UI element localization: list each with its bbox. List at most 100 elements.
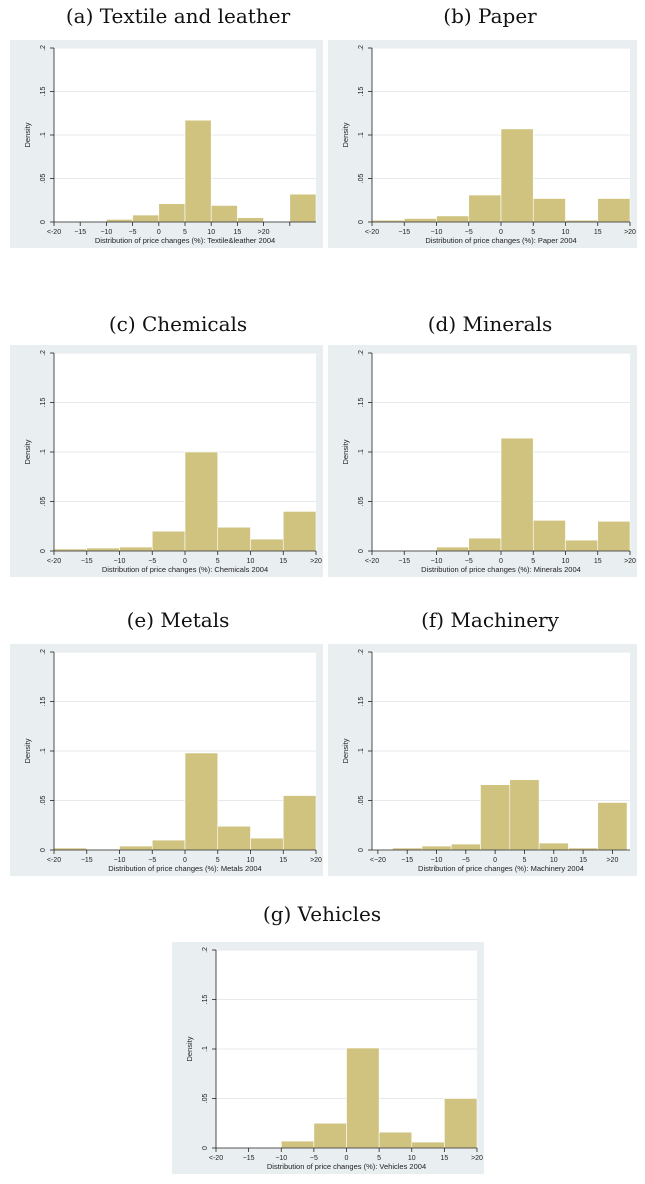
- histogram-bar: [289, 193, 317, 223]
- x-tick-label: >20: [471, 1155, 483, 1162]
- x-axis-title: Distribution of price changes (%): Paper…: [425, 236, 576, 245]
- histogram-bar: [151, 839, 186, 851]
- histogram-bar: [468, 194, 502, 223]
- y-tick-label: 0: [40, 220, 47, 224]
- histogram-bar: [119, 546, 153, 552]
- x-tick-label: −15: [398, 558, 410, 565]
- x-tick-label: <-20: [365, 229, 379, 236]
- x-tick-label: >20: [606, 857, 618, 864]
- x-tick-label: −10: [275, 1155, 287, 1162]
- histogram-bar: [280, 1140, 315, 1149]
- y-tick-label: .2: [358, 649, 365, 655]
- x-tick-label: <-20: [47, 229, 61, 236]
- x-tick-label: 5: [216, 558, 220, 565]
- chart-caption: (a) Textile and leather: [65, 4, 291, 28]
- y-tick-label: .15: [40, 697, 47, 707]
- histogram-svg: 0 .05 .1 .15 .2 <-20 −15 −10 −5 0 5 10 15 >20 Density D…: [172, 942, 484, 1174]
- y-tick-label: .15: [358, 398, 365, 408]
- x-tick-label: 10: [408, 1155, 416, 1162]
- histogram-bar: [184, 451, 219, 552]
- chart-caption: (g) Vehicles: [262, 902, 382, 926]
- y-tick-label: .1: [40, 132, 47, 138]
- histogram-bar: [538, 842, 569, 851]
- y-axis-title: Density: [23, 439, 32, 464]
- y-tick-label: 0: [358, 220, 365, 224]
- histogram-bar: [436, 546, 470, 552]
- histogram-bar: [346, 1047, 380, 1149]
- x-tick-label: 0: [183, 857, 187, 864]
- histogram-bar: [217, 825, 251, 851]
- histogram-bar: [210, 205, 238, 223]
- chart-caption: (e) Metals: [126, 608, 230, 632]
- histogram-bar: [158, 203, 186, 223]
- x-tick-label: <-20: [365, 558, 379, 565]
- y-tick-label: .05: [358, 497, 365, 507]
- histogram-bar: [86, 547, 120, 552]
- x-tick-label: −15: [81, 857, 93, 864]
- histogram-bar: [282, 511, 317, 552]
- x-tick-label: <-20: [209, 1155, 223, 1162]
- y-axis-title: Density: [341, 439, 350, 464]
- histogram-svg: 0 .05 .1 .15 .2 <-20 −15 −10 −5 0 5 10 15 >20 Density D…: [10, 644, 323, 876]
- x-tick-label: 10: [550, 857, 558, 864]
- y-tick-label: .15: [40, 398, 47, 408]
- x-tick-label: 15: [279, 558, 287, 565]
- histogram-bar: [436, 215, 470, 223]
- histogram-svg: 0 .05 .1 .15 .2 <-20 −15 −10 −5 0 5 10 15 >20 Density D…: [328, 40, 637, 248]
- x-axis-title: Distribution of price changes (%): Chemi…: [102, 565, 268, 574]
- x-tick-label: 0: [345, 1155, 349, 1162]
- histogram-bar: [184, 752, 219, 851]
- histogram-bar: [282, 795, 317, 851]
- histogram-bar: [597, 198, 631, 223]
- x-tick-label: <−20: [370, 857, 386, 864]
- x-tick-label: −5: [462, 857, 470, 864]
- x-tick-label: −15: [81, 558, 93, 565]
- histogram-bar: [411, 1141, 445, 1149]
- x-tick-label: 0: [183, 558, 187, 565]
- histogram-bar: [597, 802, 628, 851]
- chart-caption: (b) Paper: [443, 4, 537, 28]
- y-tick-label: .15: [358, 87, 365, 97]
- histogram-bar: [468, 537, 502, 552]
- histogram-bar: [250, 837, 284, 851]
- y-tick-label: .2: [358, 350, 365, 356]
- x-tick-label: 10: [247, 857, 255, 864]
- histogram-bar: [237, 217, 264, 223]
- histogram-panel: 0 .05 .1 .15 .2 <-20 −15 −10 −5 0 5 10 15 >20 Density D…: [172, 942, 484, 1174]
- y-tick-label: .15: [358, 697, 365, 707]
- histogram-svg: 0 .05 .1 .15 .2 <-20 −15 −10 −5 0 5 10 15 >20 Density D…: [328, 345, 637, 577]
- x-axis-title: Distribution of price changes (%): Miner…: [421, 565, 581, 574]
- histogram-bar: [509, 779, 540, 851]
- x-tick-label: 5: [377, 1155, 381, 1162]
- y-tick-label: .2: [202, 947, 209, 953]
- y-tick-label: .1: [40, 748, 47, 754]
- x-tick-label: 5: [183, 229, 187, 236]
- x-axis-title: Distribution of price changes (%): Texti…: [95, 236, 275, 245]
- x-tick-label: 0: [499, 558, 503, 565]
- y-tick-label: .05: [40, 174, 47, 184]
- x-tick-label: 5: [216, 857, 220, 864]
- x-tick-label: −5: [148, 857, 156, 864]
- y-tick-label: .1: [358, 132, 365, 138]
- chart-caption: (f) Machinery: [421, 608, 559, 632]
- x-tick-label: −5: [129, 229, 137, 236]
- histogram-panel: 0 .05 .1 .15 .2 <-20 −15 −10 −5 0 5 10 15 >20 Density D…: [10, 40, 323, 248]
- y-tick-label: .05: [40, 497, 47, 507]
- x-tick-label: >20: [258, 229, 270, 236]
- x-tick-label: 15: [594, 229, 602, 236]
- x-tick-label: 10: [562, 229, 570, 236]
- y-tick-label: .05: [358, 796, 365, 806]
- x-tick-label: −10: [431, 558, 443, 565]
- x-axis-title: Distribution of price changes (%): Vehic…: [267, 1162, 426, 1171]
- chart-caption: (d) Minerals: [427, 312, 553, 336]
- x-tick-label: −5: [310, 1155, 318, 1162]
- histogram-bar: [500, 128, 534, 223]
- histogram-panel: 0 .05 .1 .15 .2 <-20 −15 −10 −5 0 5 10 15 >20 Density D…: [328, 345, 637, 577]
- histogram-bar: [500, 437, 534, 552]
- histogram-panel: 0 .05 .1 .15 .2 <-20 −15 −10 −5 0 5 10 15 >20 Density D…: [10, 345, 323, 577]
- y-axis-title: Density: [341, 122, 350, 147]
- x-tick-label: −10: [114, 558, 126, 565]
- y-tick-label: .1: [358, 449, 365, 455]
- histogram-bar: [250, 538, 284, 552]
- x-tick-label: 15: [579, 857, 587, 864]
